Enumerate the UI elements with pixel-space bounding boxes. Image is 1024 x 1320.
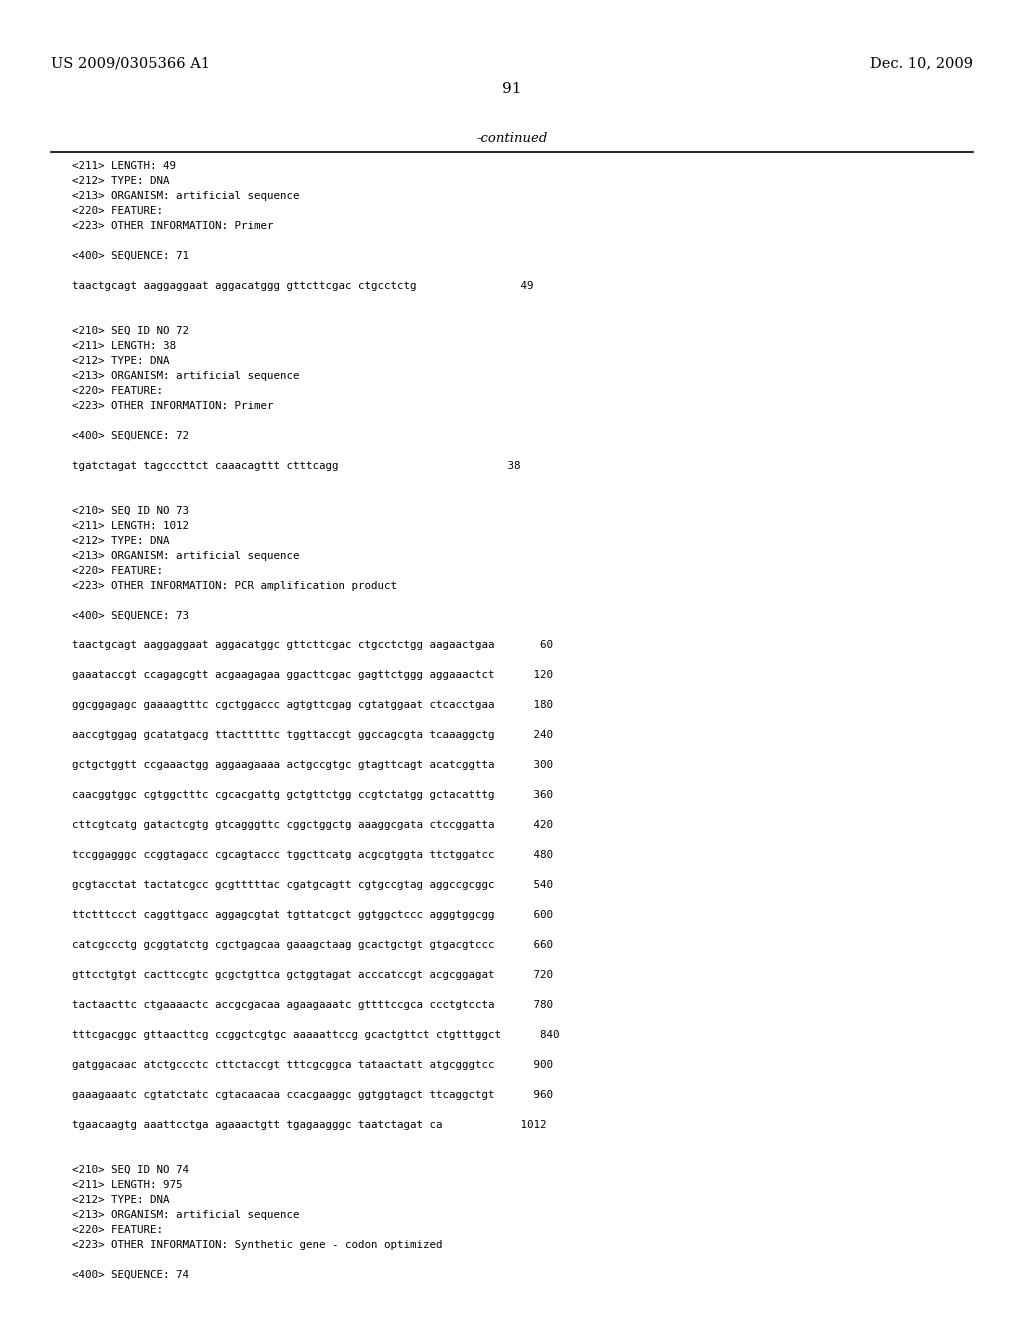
Text: taactgcagt aaggaggaat aggacatggg gttcttcgac ctgcctctg                49: taactgcagt aaggaggaat aggacatggg gttcttc…: [72, 281, 534, 290]
Text: <213> ORGANISM: artificial sequence: <213> ORGANISM: artificial sequence: [72, 1210, 299, 1220]
Text: <220> FEATURE:: <220> FEATURE:: [72, 1225, 163, 1234]
Text: caacggtggc cgtggctttc cgcacgattg gctgttctgg ccgtctatgg gctacatttg      360: caacggtggc cgtggctttc cgcacgattg gctgttc…: [72, 791, 553, 800]
Text: gaaagaaatc cgtatctatc cgtacaacaa ccacgaaggc ggtggtagct ttcaggctgt      960: gaaagaaatc cgtatctatc cgtacaacaa ccacgaa…: [72, 1090, 553, 1100]
Text: ggcggagagc gaaaagtttc cgctggaccc agtgttcgag cgtatggaat ctcacctgaa      180: ggcggagagc gaaaagtttc cgctggaccc agtgttc…: [72, 701, 553, 710]
Text: gaaataccgt ccagagcgtt acgaagagaa ggacttcgac gagttctggg aggaaactct      120: gaaataccgt ccagagcgtt acgaagagaa ggacttc…: [72, 671, 553, 680]
Text: US 2009/0305366 A1: US 2009/0305366 A1: [51, 55, 210, 70]
Text: <212> TYPE: DNA: <212> TYPE: DNA: [72, 1195, 169, 1205]
Text: catcgccctg gcggtatctg cgctgagcaa gaaagctaag gcactgctgt gtgacgtccc      660: catcgccctg gcggtatctg cgctgagcaa gaaagct…: [72, 940, 553, 950]
Text: <220> FEATURE:: <220> FEATURE:: [72, 206, 163, 216]
Text: <210> SEQ ID NO 72: <210> SEQ ID NO 72: [72, 326, 188, 335]
Text: <400> SEQUENCE: 73: <400> SEQUENCE: 73: [72, 610, 188, 620]
Text: -continued: -continued: [476, 132, 548, 145]
Text: <211> LENGTH: 49: <211> LENGTH: 49: [72, 161, 176, 172]
Text: tgaacaagtg aaattcctga agaaactgtt tgagaagggc taatctagat ca            1012: tgaacaagtg aaattcctga agaaactgtt tgagaag…: [72, 1119, 546, 1130]
Text: gttcctgtgt cacttccgtc gcgctgttca gctggtagat acccatccgt acgcggagat      720: gttcctgtgt cacttccgtc gcgctgttca gctggta…: [72, 970, 553, 979]
Text: taactgcagt aaggaggaat aggacatggc gttcttcgac ctgcctctgg aagaactgaa       60: taactgcagt aaggaggaat aggacatggc gttcttc…: [72, 640, 553, 651]
Text: tccggagggc ccggtagacc cgcagtaccc tggcttcatg acgcgtggta ttctggatcc      480: tccggagggc ccggtagacc cgcagtaccc tggcttc…: [72, 850, 553, 861]
Text: <400> SEQUENCE: 72: <400> SEQUENCE: 72: [72, 430, 188, 441]
Text: <211> LENGTH: 38: <211> LENGTH: 38: [72, 341, 176, 351]
Text: tactaacttc ctgaaaactc accgcgacaa agaagaaatc gttttccgca ccctgtccta      780: tactaacttc ctgaaaactc accgcgacaa agaagaa…: [72, 1001, 553, 1010]
Text: <220> FEATURE:: <220> FEATURE:: [72, 565, 163, 576]
Text: cttcgtcatg gatactcgtg gtcagggttc cggctggctg aaaggcgata ctccggatta      420: cttcgtcatg gatactcgtg gtcagggttc cggctgg…: [72, 820, 553, 830]
Text: 91: 91: [502, 82, 522, 96]
Text: <223> OTHER INFORMATION: Synthetic gene - codon optimized: <223> OTHER INFORMATION: Synthetic gene …: [72, 1239, 442, 1250]
Text: <210> SEQ ID NO 74: <210> SEQ ID NO 74: [72, 1164, 188, 1175]
Text: <210> SEQ ID NO 73: <210> SEQ ID NO 73: [72, 506, 188, 516]
Text: <400> SEQUENCE: 71: <400> SEQUENCE: 71: [72, 251, 188, 261]
Text: <223> OTHER INFORMATION: Primer: <223> OTHER INFORMATION: Primer: [72, 401, 273, 411]
Text: tgatctagat tagcccttct caaacagttt ctttcagg                          38: tgatctagat tagcccttct caaacagttt ctttcag…: [72, 461, 520, 471]
Text: <212> TYPE: DNA: <212> TYPE: DNA: [72, 536, 169, 545]
Text: gatggacaac atctgccctc cttctaccgt tttcgcggca tataactatt atgcgggtcc      900: gatggacaac atctgccctc cttctaccgt tttcgcg…: [72, 1060, 553, 1071]
Text: <213> ORGANISM: artificial sequence: <213> ORGANISM: artificial sequence: [72, 371, 299, 380]
Text: <223> OTHER INFORMATION: Primer: <223> OTHER INFORMATION: Primer: [72, 220, 273, 231]
Text: <220> FEATURE:: <220> FEATURE:: [72, 385, 163, 396]
Text: <212> TYPE: DNA: <212> TYPE: DNA: [72, 176, 169, 186]
Text: <213> ORGANISM: artificial sequence: <213> ORGANISM: artificial sequence: [72, 191, 299, 201]
Text: <211> LENGTH: 975: <211> LENGTH: 975: [72, 1180, 182, 1189]
Text: <223> OTHER INFORMATION: PCR amplification product: <223> OTHER INFORMATION: PCR amplificati…: [72, 581, 396, 590]
Text: <213> ORGANISM: artificial sequence: <213> ORGANISM: artificial sequence: [72, 550, 299, 561]
Text: aaccgtggag gcatatgacg ttactttttc tggttaccgt ggccagcgta tcaaaggctg      240: aaccgtggag gcatatgacg ttactttttc tggttac…: [72, 730, 553, 741]
Text: tttcgacggc gttaacttcg ccggctcgtgc aaaaattccg gcactgttct ctgtttggct      840: tttcgacggc gttaacttcg ccggctcgtgc aaaaat…: [72, 1030, 559, 1040]
Text: <211> LENGTH: 1012: <211> LENGTH: 1012: [72, 520, 188, 531]
Text: gcgtacctat tactatcgcc gcgtttttac cgatgcagtt cgtgccgtag aggccgcggc      540: gcgtacctat tactatcgcc gcgtttttac cgatgca…: [72, 880, 553, 890]
Text: <400> SEQUENCE: 74: <400> SEQUENCE: 74: [72, 1270, 188, 1279]
Text: ttctttccct caggttgacc aggagcgtat tgttatcgct ggtggctccc agggtggcgg      600: ttctttccct caggttgacc aggagcgtat tgttatc…: [72, 911, 553, 920]
Text: Dec. 10, 2009: Dec. 10, 2009: [869, 55, 973, 70]
Text: <212> TYPE: DNA: <212> TYPE: DNA: [72, 356, 169, 366]
Text: gctgctggtt ccgaaactgg aggaagaaaa actgccgtgc gtagttcagt acatcggtta      300: gctgctggtt ccgaaactgg aggaagaaaa actgccg…: [72, 760, 553, 771]
